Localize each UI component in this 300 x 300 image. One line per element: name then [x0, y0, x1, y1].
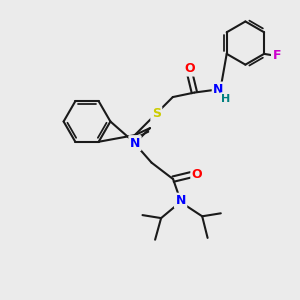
Text: O: O [192, 168, 203, 181]
Text: F: F [272, 49, 281, 62]
Text: H: H [221, 94, 230, 103]
Text: N: N [176, 194, 186, 207]
Text: S: S [152, 107, 161, 120]
Text: N: N [213, 83, 224, 96]
Text: O: O [184, 62, 195, 75]
Text: N: N [130, 136, 140, 150]
